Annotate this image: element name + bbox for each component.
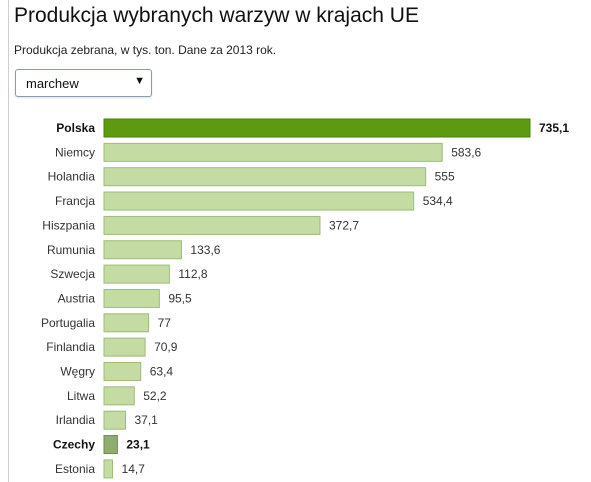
- vegetable-select[interactable]: marchew ▼: [15, 69, 152, 97]
- value-label-czechy: 23,1: [126, 438, 150, 452]
- category-label-irlandia: Irlandia: [56, 413, 96, 427]
- bar-wegry[interactable]: [103, 362, 142, 381]
- bar-finlandia[interactable]: [103, 337, 146, 357]
- bar-hiszpania[interactable]: [103, 215, 321, 235]
- category-label-francja: Francja: [55, 194, 95, 208]
- value-label-portugalia: 77: [158, 316, 172, 330]
- category-label-wegry: Węgry: [60, 365, 95, 379]
- category-label-finlandia: Finlandia: [46, 340, 95, 354]
- bar-francja[interactable]: [103, 191, 415, 211]
- value-label-hiszpania: 372,7: [329, 218, 359, 232]
- value-label-niemcy: 583,6: [451, 145, 481, 159]
- bar-niemcy[interactable]: [103, 142, 443, 162]
- value-label-litwa: 52,2: [143, 389, 167, 403]
- bar-holandia[interactable]: [103, 167, 427, 187]
- bar-chart: Polska 735,1 Niemcy 583,6 Holandia 555 Francja…: [41, 118, 569, 479]
- category-label-portugalia: Portugalia: [41, 316, 95, 330]
- bar-polska[interactable]: [103, 118, 531, 138]
- category-label-austria: Austria: [58, 291, 96, 305]
- chart-subtitle: Produkcja zebrana, w tys. ton. Dane za 2…: [14, 43, 277, 57]
- bar-litwa[interactable]: [103, 386, 135, 406]
- value-label-szwecja: 112,8: [178, 267, 207, 281]
- value-label-rumunia: 133,6: [190, 243, 220, 257]
- category-label-estonia: Estonia: [55, 462, 95, 476]
- bar-portugalia[interactable]: [103, 313, 150, 333]
- category-label-litwa: Litwa: [67, 389, 95, 403]
- vegetable-select-value: marchew: [26, 76, 79, 91]
- category-label-holandia: Holandia: [48, 170, 96, 184]
- chart-title: Produkcja wybranych warzyw w krajach UE: [14, 4, 419, 27]
- value-label-holandia: 555: [435, 170, 455, 184]
- category-label-polska: Polska: [56, 121, 95, 135]
- bar-irlandia[interactable]: [103, 410, 126, 430]
- bar-szwecja[interactable]: [103, 264, 170, 284]
- chart-panel: Produkcja wybranych warzyw w krajach UE …: [8, 0, 591, 482]
- category-label-niemcy: Niemcy: [55, 145, 95, 159]
- value-label-estonia: 14,7: [122, 462, 146, 476]
- value-label-polska: 735,1: [539, 121, 569, 135]
- value-label-wegry: 63,4: [150, 365, 174, 379]
- bar-czechy[interactable]: [103, 435, 118, 455]
- value-label-irlandia: 37,1: [134, 413, 158, 427]
- bar-estonia[interactable]: [103, 459, 114, 479]
- category-label-szwecja: Szwecja: [50, 267, 95, 281]
- bar-austria[interactable]: [103, 288, 160, 308]
- triangle-down-icon: ▼: [134, 75, 145, 87]
- bar-rumunia[interactable]: [103, 240, 182, 260]
- value-label-francja: 534,4: [423, 194, 453, 208]
- value-label-finlandia: 70,9: [154, 340, 178, 354]
- category-label-hiszpania: Hiszpania: [42, 218, 95, 232]
- category-label-czechy: Czechy: [53, 438, 95, 452]
- value-label-austria: 95,5: [168, 291, 192, 305]
- category-label-rumunia: Rumunia: [47, 243, 95, 257]
